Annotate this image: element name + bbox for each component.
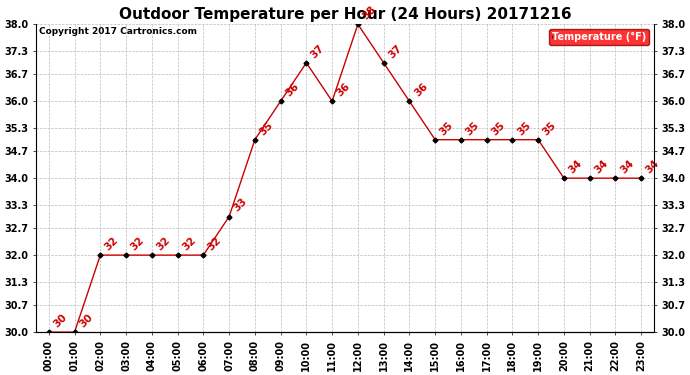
Text: 34: 34 xyxy=(566,158,584,176)
Text: 35: 35 xyxy=(464,120,481,137)
Text: 32: 32 xyxy=(180,235,198,252)
Text: 32: 32 xyxy=(155,235,172,252)
Text: 32: 32 xyxy=(129,235,146,252)
Text: 35: 35 xyxy=(515,120,533,137)
Text: 36: 36 xyxy=(335,81,352,99)
Text: 32: 32 xyxy=(206,235,224,252)
Text: 37: 37 xyxy=(386,42,404,60)
Text: 32: 32 xyxy=(103,235,121,252)
Legend: Temperature (°F): Temperature (°F) xyxy=(549,29,649,45)
Text: 36: 36 xyxy=(284,81,301,99)
Text: 34: 34 xyxy=(644,158,662,176)
Text: 35: 35 xyxy=(257,120,275,137)
Text: 34: 34 xyxy=(593,158,610,176)
Text: 36: 36 xyxy=(412,81,429,99)
Text: 33: 33 xyxy=(232,196,249,214)
Text: Copyright 2017 Cartronics.com: Copyright 2017 Cartronics.com xyxy=(39,27,197,36)
Text: 35: 35 xyxy=(489,120,506,137)
Text: 38: 38 xyxy=(361,4,378,21)
Text: 35: 35 xyxy=(438,120,455,137)
Text: 37: 37 xyxy=(309,42,326,60)
Text: 30: 30 xyxy=(52,312,69,329)
Title: Outdoor Temperature per Hour (24 Hours) 20171216: Outdoor Temperature per Hour (24 Hours) … xyxy=(119,7,571,22)
Text: 35: 35 xyxy=(541,120,558,137)
Text: 30: 30 xyxy=(77,312,95,329)
Text: 34: 34 xyxy=(618,158,635,176)
